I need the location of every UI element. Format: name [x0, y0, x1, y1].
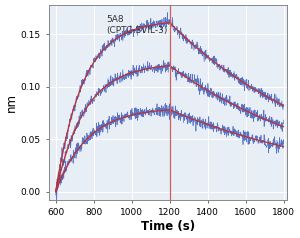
- Text: 5A8
(CPTC-SVIL-3): 5A8 (CPTC-SVIL-3): [106, 15, 168, 35]
- X-axis label: Time (s): Time (s): [141, 220, 195, 233]
- Y-axis label: nm: nm: [5, 93, 18, 112]
